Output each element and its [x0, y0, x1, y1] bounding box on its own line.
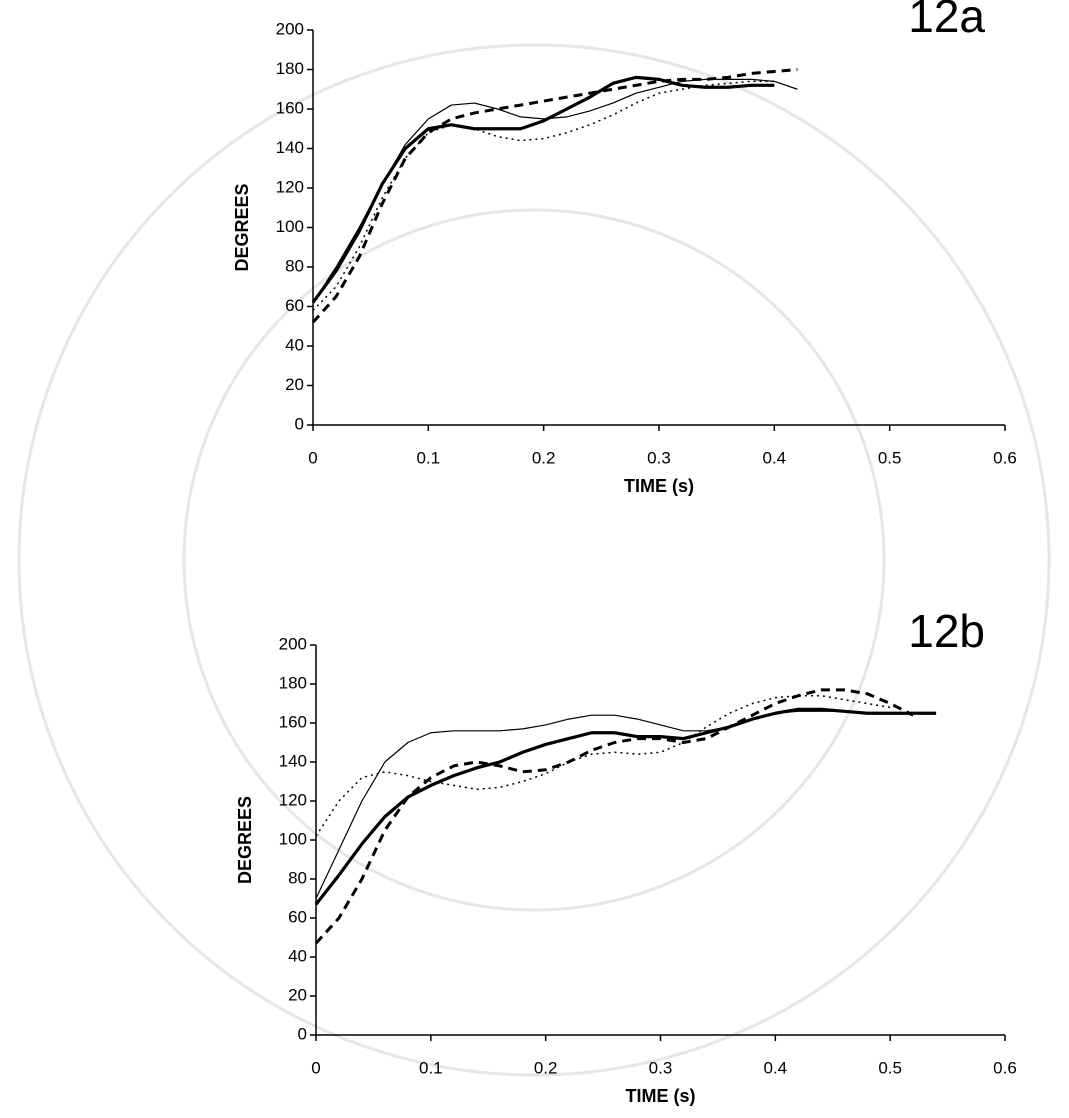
- y-tick-label: 80: [285, 256, 304, 275]
- y-axis-label: DEGREES: [232, 183, 252, 271]
- x-tick-label: 0.4: [763, 448, 787, 467]
- series-line: [314, 688, 914, 945]
- y-tick-label: 60: [288, 907, 307, 926]
- y-tick-label: 80: [288, 868, 307, 887]
- watermark: [17, 43, 1051, 1077]
- x-tick-label: 0.3: [649, 1058, 673, 1077]
- x-tick-label: 0.5: [878, 1058, 902, 1077]
- x-tick-label: 0: [308, 448, 317, 467]
- annotation: 12a: [908, 0, 985, 42]
- annotation: 12b: [908, 605, 985, 657]
- y-tick-label: 100: [279, 829, 307, 848]
- series-line: [315, 710, 937, 899]
- x-axis-label: TIME (s): [624, 476, 694, 496]
- y-tick-label: 180: [279, 673, 307, 692]
- y-tick-label: 100: [276, 217, 304, 236]
- y-axis-label: DEGREES: [235, 796, 255, 884]
- x-tick-label: 0.1: [419, 1058, 443, 1077]
- x-tick-label: 0.2: [532, 448, 556, 467]
- y-tick-label: 140: [279, 751, 307, 770]
- y-tick-label: 120: [276, 177, 304, 196]
- series-line: [314, 707, 937, 906]
- series-line: [312, 80, 775, 311]
- series-line: [312, 78, 798, 303]
- x-tick-label: 0.1: [417, 448, 441, 467]
- y-tick-label: 20: [285, 375, 304, 394]
- y-tick-label: 20: [288, 985, 307, 1004]
- x-tick-label: 0.2: [534, 1058, 558, 1077]
- series-line: [311, 68, 798, 324]
- series-line: [311, 75, 775, 304]
- y-tick-label: 0: [298, 1024, 307, 1043]
- y-tick-label: 0: [295, 414, 304, 433]
- y-tick-label: 180: [276, 59, 304, 78]
- watermark-ring: [17, 43, 1051, 1077]
- x-tick-label: 0.4: [764, 1058, 788, 1077]
- y-tick-label: 40: [285, 335, 304, 354]
- y-tick-label: 140: [276, 138, 304, 157]
- y-tick-label: 200: [276, 19, 304, 38]
- x-axis-label: TIME (s): [626, 1086, 696, 1106]
- y-tick-label: 200: [279, 634, 307, 653]
- y-tick-label: 160: [276, 98, 304, 117]
- x-tick-label: 0.6: [993, 448, 1017, 467]
- y-tick-label: 120: [279, 790, 307, 809]
- y-tick-label: 40: [288, 946, 307, 965]
- x-tick-label: 0.5: [878, 448, 902, 467]
- y-tick-label: 160: [279, 712, 307, 731]
- x-tick-label: 0.3: [647, 448, 671, 467]
- y-tick-label: 60: [285, 296, 304, 315]
- x-tick-label: 0: [311, 1058, 320, 1077]
- watermark-ring: [182, 208, 886, 912]
- x-tick-label: 0.6: [993, 1058, 1017, 1077]
- series-line: [315, 694, 891, 837]
